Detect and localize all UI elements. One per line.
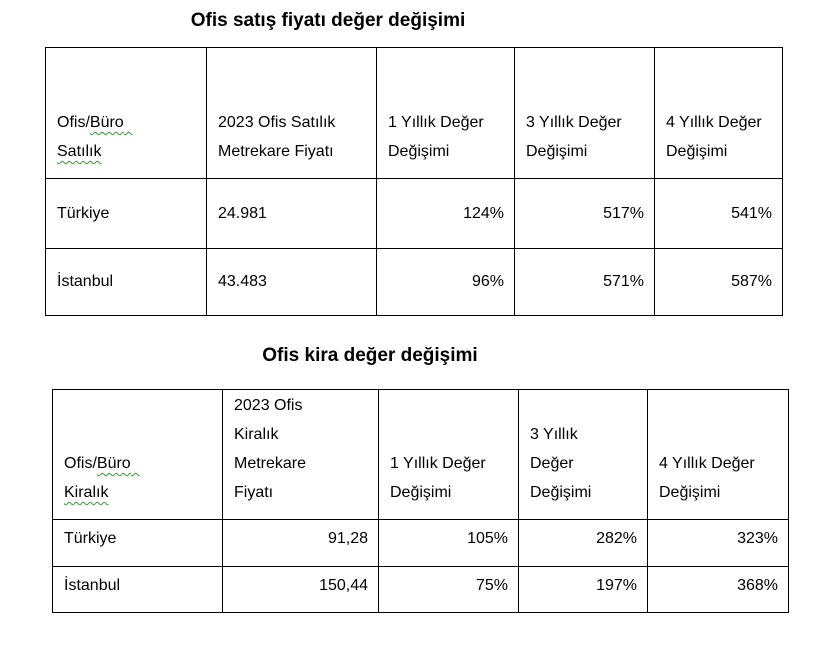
rent-row-istanbul: İstanbul 150,44 75% 197% 368% <box>52 566 789 613</box>
rent-header-row: Ofis/Büro Kiralık 2023 Ofis Kiralık Metre… <box>52 389 789 520</box>
price-cell: 24.981 <box>206 178 377 249</box>
change-4y-cell: 587% <box>654 248 783 316</box>
sale-col-header-3y-change: 3 Yıllık Değer Değişimi <box>514 47 655 179</box>
entity-prefix: Ofis/ <box>57 114 90 131</box>
change-4y-cell: 541% <box>654 178 783 249</box>
change-1y-cell: 75% <box>378 566 519 613</box>
rent-row-turkiye: Türkiye 91,28 105% 282% 323% <box>52 519 789 567</box>
sale-col-header-1y-change: 1 Yıllık Değer Değişimi <box>376 47 515 179</box>
misspelled-word-kiralik: Kiralık <box>64 484 109 501</box>
price-cell: 150,44 <box>222 566 379 613</box>
rent-table: Ofis/Büro Kiralık 2023 Ofis Kiralık Metre… <box>52 389 789 613</box>
sale-col-header-4y-change: 4 Yıllık Değer Değişimi <box>654 47 783 179</box>
row-label-cell: İstanbul <box>45 248 207 316</box>
change-3y-cell: 517% <box>514 178 655 249</box>
change-1y-cell: 96% <box>376 248 515 316</box>
row-label-cell: Türkiye <box>52 519 223 567</box>
misspelled-word-satilik: Satılık <box>57 143 102 160</box>
rent-col-header-entity: Ofis/Büro Kiralık <box>52 389 223 520</box>
entity-prefix: Ofis/ <box>64 455 97 472</box>
price-cell: 91,28 <box>222 519 379 567</box>
price-cell: 43.483 <box>206 248 377 316</box>
change-4y-cell: 323% <box>647 519 789 567</box>
misspelled-word-buro: Büro <box>96 455 131 472</box>
row-label-cell: Türkiye <box>45 178 207 249</box>
change-3y-cell: 571% <box>514 248 655 316</box>
rent-table-title: Ofis kira değer değişimi <box>262 345 478 366</box>
change-3y-cell: 282% <box>518 519 648 567</box>
change-4y-cell: 368% <box>647 566 789 613</box>
sale-table: Ofis/Büro Satılık 2023 Ofis Satılık Metre… <box>45 47 783 316</box>
rent-col-header-4y-change: 4 Yıllık Değer Değişimi <box>647 389 789 520</box>
sale-col-header-entity: Ofis/Büro Satılık <box>45 47 207 179</box>
change-1y-cell: 105% <box>378 519 519 567</box>
rent-col-header-price: 2023 Ofis Kiralık Metrekare Fiyatı <box>222 389 379 520</box>
sale-row-istanbul: İstanbul 43.483 96% 571% 587% <box>45 248 783 316</box>
rent-col-header-1y-change: 1 Yıllık Değer Değişimi <box>378 389 519 520</box>
sale-col-header-price: 2023 Ofis Satılık Metrekare Fiyatı <box>206 47 377 179</box>
rent-col-header-3y-change: 3 Yıllık Değer Değişimi <box>518 389 648 520</box>
sale-header-row: Ofis/Büro Satılık 2023 Ofis Satılık Metre… <box>45 47 783 179</box>
change-1y-cell: 124% <box>376 178 515 249</box>
change-3y-cell: 197% <box>518 566 648 613</box>
row-label-cell: İstanbul <box>52 566 223 613</box>
misspelled-word-buro: Büro <box>89 114 124 131</box>
sale-row-turkiye: Türkiye 24.981 124% 517% 541% <box>45 178 783 249</box>
sale-table-title: Ofis satış fiyatı değer değişimi <box>190 10 466 31</box>
